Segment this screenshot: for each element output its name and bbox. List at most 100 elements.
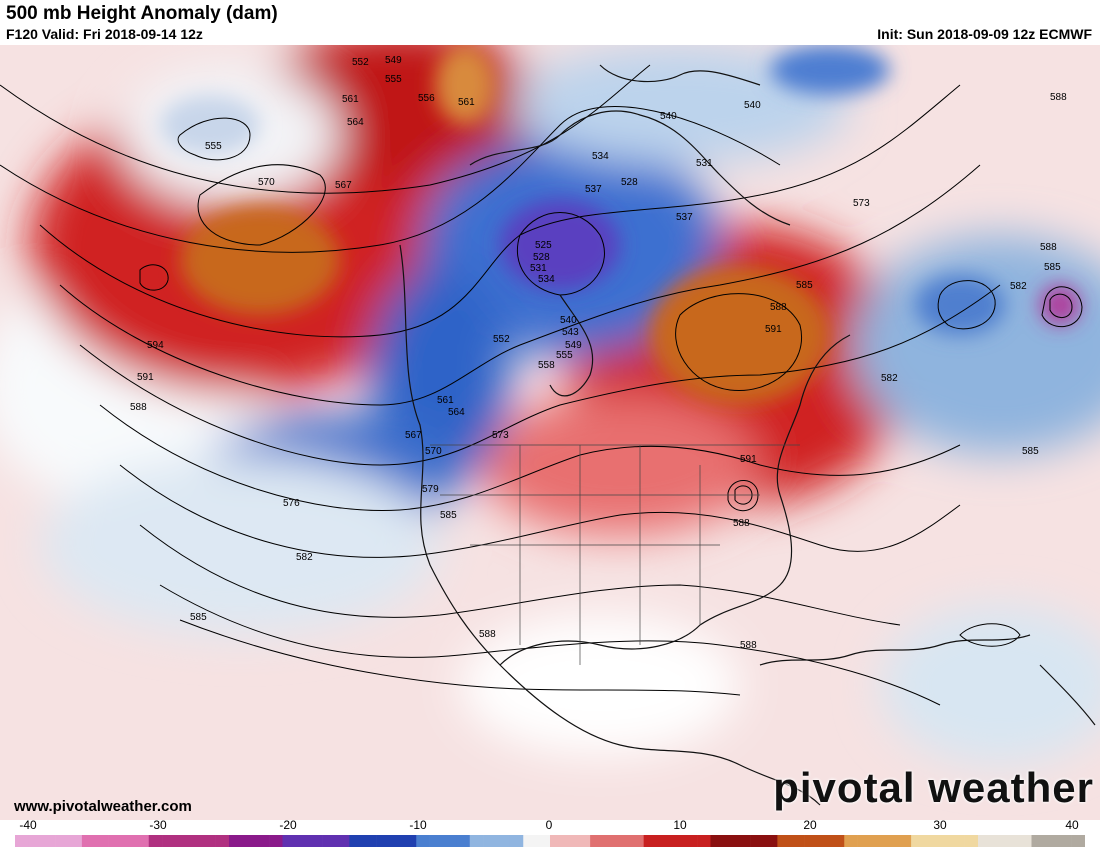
svg-text:585: 585 — [440, 510, 457, 521]
colorbar — [15, 835, 1085, 847]
colorbar-swatch — [737, 835, 751, 847]
colorbar-swatch — [389, 835, 404, 847]
colorbar-swatch — [483, 835, 497, 847]
svg-text:588: 588 — [1040, 242, 1057, 253]
colorbar-tick: -30 — [149, 818, 167, 832]
colorbar-swatch — [162, 835, 176, 847]
colorbar-swatch — [175, 835, 190, 847]
svg-text:585: 585 — [796, 280, 813, 291]
colorbar-tick: 10 — [673, 818, 687, 832]
colorbar-swatch — [402, 835, 417, 847]
colorbar-tick: -10 — [409, 818, 427, 832]
colorbar-swatch — [616, 835, 631, 847]
colorbar-swatch — [108, 835, 123, 847]
colorbar-swatch — [496, 835, 511, 847]
svg-text:531: 531 — [530, 263, 547, 274]
colorbar-swatch — [764, 835, 778, 847]
svg-text:579: 579 — [422, 484, 439, 495]
svg-text:555: 555 — [205, 141, 222, 152]
svg-text:591: 591 — [765, 324, 782, 335]
colorbar-swatch — [911, 835, 925, 847]
colorbar-swatch — [657, 835, 671, 847]
svg-text:556: 556 — [418, 93, 435, 104]
svg-text:558: 558 — [538, 360, 555, 371]
svg-text:585: 585 — [1022, 446, 1039, 457]
colorbar-swatch — [630, 835, 644, 847]
svg-text:582: 582 — [1010, 281, 1027, 292]
colorbar-swatch — [148, 835, 163, 847]
colorbar-swatch — [897, 835, 912, 847]
svg-text:594: 594 — [147, 340, 164, 351]
colorbar-swatch — [122, 835, 136, 847]
svg-text:549: 549 — [565, 340, 582, 351]
svg-text:552: 552 — [493, 334, 510, 345]
colorbar-tick: 30 — [933, 818, 947, 832]
init-time: Init: Sun 2018-09-09 12z ECMWF — [877, 26, 1092, 42]
colorbar-tick: -20 — [279, 818, 297, 832]
colorbar-swatch — [991, 835, 1006, 847]
colorbar-swatch — [670, 835, 685, 847]
colorbar-swatch — [188, 835, 203, 847]
colorbar-swatch — [81, 835, 96, 847]
colorbar-tick: 0 — [545, 818, 553, 832]
colorbar-swatch — [817, 835, 832, 847]
anomaly-field — [0, 45, 1100, 765]
colorbar-swatch — [871, 835, 885, 847]
colorbar-swatch — [282, 835, 297, 847]
svg-text:570: 570 — [425, 446, 442, 457]
colorbar-tick: -40 — [19, 818, 37, 832]
svg-text:582: 582 — [296, 552, 313, 563]
colorbar-swatch — [683, 835, 698, 847]
svg-text:576: 576 — [283, 498, 300, 509]
svg-text:543: 543 — [562, 327, 579, 338]
svg-text:537: 537 — [585, 184, 602, 195]
website-link[interactable]: www.pivotalweather.com — [14, 798, 192, 815]
colorbar-swatch — [643, 835, 658, 847]
colorbar-swatch — [202, 835, 216, 847]
svg-text:570: 570 — [258, 177, 275, 188]
svg-text:561: 561 — [458, 97, 475, 108]
svg-text:588: 588 — [479, 629, 496, 640]
header: 500 mb Height Anomaly (dam) F120 Valid: … — [6, 2, 278, 43]
colorbar-swatch — [857, 835, 872, 847]
svg-text:525: 525 — [535, 240, 552, 251]
colorbar-swatch — [322, 835, 337, 847]
colorbar-swatch — [844, 835, 858, 847]
svg-text:564: 564 — [347, 117, 364, 128]
colorbar-swatch — [349, 835, 364, 847]
state-borders — [430, 444, 800, 665]
svg-text:534: 534 — [592, 151, 609, 162]
colorbar-swatch — [523, 835, 537, 847]
colorbar-swatch — [924, 835, 939, 847]
colorbar-ticks: -40 -30 -20 -10 0 10 20 30 40 — [0, 818, 1100, 834]
colorbar-swatch — [1044, 835, 1059, 847]
svg-text:588: 588 — [740, 640, 757, 651]
svg-text:573: 573 — [492, 430, 509, 441]
svg-text:540: 540 — [660, 111, 677, 122]
colorbar-swatch — [777, 835, 792, 847]
svg-text:567: 567 — [405, 430, 422, 441]
svg-text:591: 591 — [740, 454, 757, 465]
colorbar-swatch — [135, 835, 150, 847]
colorbar-swatch — [790, 835, 805, 847]
colorbar-swatch — [295, 835, 310, 847]
svg-text:585: 585 — [190, 612, 207, 623]
svg-text:561: 561 — [342, 94, 359, 105]
svg-text:585: 585 — [1044, 262, 1061, 273]
svg-text:540: 540 — [744, 100, 761, 111]
svg-text:552: 552 — [352, 57, 369, 68]
svg-text:564: 564 — [448, 407, 465, 418]
colorbar-swatch — [536, 835, 551, 847]
colorbar-swatch — [1018, 835, 1032, 847]
colorbar-swatch — [1031, 835, 1046, 847]
coastlines — [399, 64, 1096, 806]
colorbar-swatch — [710, 835, 725, 847]
colorbar-swatch — [229, 835, 243, 847]
colorbar-swatch — [550, 835, 564, 847]
pivotal-weather-logo: pivotal weather — [773, 764, 1094, 811]
svg-text:588: 588 — [733, 518, 750, 529]
svg-text:531: 531 — [696, 158, 713, 169]
svg-text:582: 582 — [881, 373, 898, 384]
colorbar-swatch — [336, 835, 350, 847]
colorbar-tick: 20 — [803, 818, 817, 832]
